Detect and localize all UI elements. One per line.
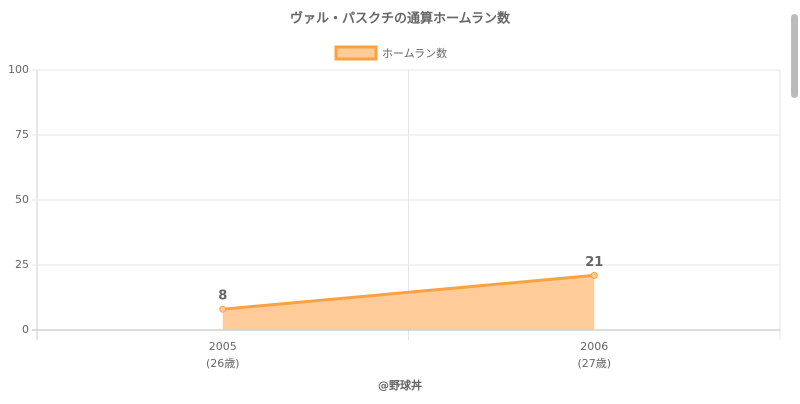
point <box>590 271 598 279</box>
x-tick-label: 2006 <box>580 340 608 353</box>
legend-label: ホームラン数 <box>382 47 447 60</box>
y-tick-label: 0 <box>22 323 29 336</box>
data-label: 21 <box>585 255 603 270</box>
credit: @野球丼 <box>378 378 422 392</box>
y-tick-label: 100 <box>8 63 29 76</box>
y-tick-label: 75 <box>15 128 29 141</box>
x-sublabel: (27歳) <box>577 357 611 370</box>
point <box>219 305 227 313</box>
legend-swatch <box>334 45 378 61</box>
y-tick-label: 25 <box>15 258 29 271</box>
x-sublabel: (26歳) <box>206 357 240 370</box>
y-tick-label: 50 <box>15 193 29 206</box>
scrollbar[interactable] <box>791 14 798 98</box>
chart-title: ヴァル・パスクチの通算ホームラン数 <box>290 11 511 27</box>
x-tick-label: 2005 <box>209 340 237 353</box>
data-label: 8 <box>218 289 227 304</box>
area <box>222 275 595 330</box>
line <box>222 273 595 311</box>
